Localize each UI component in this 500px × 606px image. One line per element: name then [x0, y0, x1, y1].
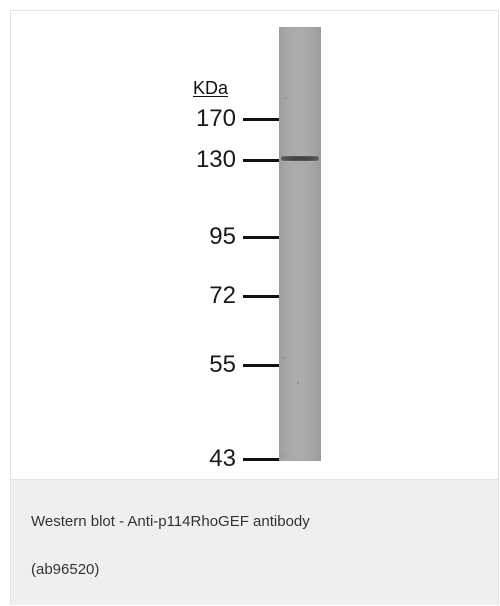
marker-label: 170 — [195, 105, 236, 132]
blot-lane — [279, 27, 321, 461]
lane-speck — [283, 357, 285, 359]
marker-95: 95 — [11, 223, 281, 251]
marker-label: 43 — [209, 445, 236, 472]
lane-speck — [282, 455, 284, 457]
marker-label: 55 — [209, 351, 236, 378]
marker-label: 95 — [209, 223, 236, 250]
marker-tick — [243, 118, 281, 121]
marker-tick — [243, 295, 281, 298]
caption-title: Western blot - Anti-p114RhoGEF antibody — [31, 513, 310, 530]
western-blot-figure: KDa 170 130 95 72 55 43 — [11, 11, 498, 479]
image-card: KDa 170 130 95 72 55 43 — [10, 10, 499, 605]
protein-band — [281, 156, 319, 161]
marker-tick — [243, 236, 281, 239]
marker-55: 55 — [11, 351, 281, 379]
lane-speck — [285, 97, 287, 99]
unit-label: KDa — [193, 78, 229, 98]
lane-speck — [297, 382, 299, 384]
marker-43: 43 — [11, 445, 281, 473]
caption-area: Western blot - Anti-p114RhoGEF antibody … — [11, 479, 498, 605]
marker-label: 72 — [209, 282, 236, 309]
caption-catalog-number: (ab96520) — [31, 561, 100, 578]
marker-170: 170 — [11, 105, 281, 133]
marker-label: 130 — [195, 146, 236, 173]
marker-tick — [243, 159, 281, 162]
marker-72: 72 — [11, 282, 281, 310]
marker-130: 130 — [11, 146, 281, 174]
marker-tick — [243, 364, 281, 367]
marker-tick — [243, 458, 281, 461]
